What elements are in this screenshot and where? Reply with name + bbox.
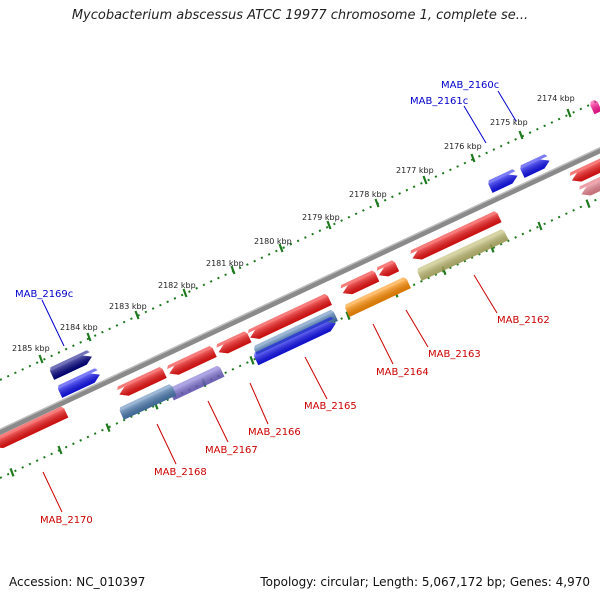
gene-block-MAB_2165-blue[interactable] [253, 316, 338, 366]
gene-leader-line [207, 400, 229, 443]
gene-block-MAB_2168[interactable] [116, 366, 167, 399]
accession-text: Accession: NC_010397 [9, 575, 146, 589]
inner-tick-mark [585, 199, 591, 208]
gene-block-MAB_2167[interactable] [166, 345, 217, 378]
gene-label-MAB_2164[interactable]: MAB_2164 [376, 367, 429, 378]
kbp-tick-label: 2184 kbp [60, 323, 98, 332]
gene-block-MAB_2164[interactable] [339, 270, 380, 298]
gene-block-MAB_2169c-part[interactable] [57, 367, 102, 398]
inner-tick-mark [249, 356, 255, 365]
gene-label-MAB_2170[interactable]: MAB_2170 [40, 515, 93, 526]
kbp-tick-mark [278, 243, 284, 253]
gene-label-MAB_2168[interactable]: MAB_2168 [154, 467, 207, 478]
inner-tick-mark [9, 468, 15, 477]
kbp-tick-label: 2174 kbp [537, 94, 575, 103]
kbp-tick-label: 2179 kbp [302, 213, 340, 222]
inner-tick-mark [345, 311, 351, 320]
backbone-highlight [0, 146, 600, 431]
gene-block-MAB_2160c[interactable] [487, 168, 520, 193]
gene-leader-line [463, 105, 487, 144]
gene-leader-line [372, 323, 394, 365]
inner-tick-mark [57, 445, 63, 455]
gene-block-MAB_2163[interactable] [376, 260, 400, 280]
map-title: Mycobacterium abscessus ATCC 19977 chrom… [71, 8, 529, 23]
kbp-tick-mark [326, 220, 332, 230]
gene-block-MAB_2164-orange[interactable] [344, 276, 411, 317]
kbp-tick-label: 2176 kbp [444, 142, 482, 151]
kbp-tick-label: 2185 kbp [12, 344, 50, 353]
kbp-tick-label: 2180 kbp [254, 237, 292, 246]
gene-leader-line [473, 274, 498, 314]
kbp-tick-label: 2178 kbp [349, 190, 387, 199]
backbone-line [0, 147, 600, 436]
kbp-tick-mark [134, 310, 140, 320]
kbp-tick-mark [182, 288, 188, 298]
gene-leader-line [405, 309, 429, 348]
gene-label-MAB_2162[interactable]: MAB_2162 [497, 315, 550, 326]
kbp-tick-mark [86, 332, 92, 342]
gene-block-MAB_2167-purple[interactable] [168, 365, 225, 401]
kbp-tick-mark [566, 108, 572, 118]
gene-block-MAB_2162-olive[interactable] [416, 228, 509, 281]
kbp-tick-label: 2177 kbp [396, 166, 434, 175]
gene-label-MAB_2165[interactable]: MAB_2165 [304, 401, 357, 412]
kbp-tick-label: 2175 kbp [490, 118, 528, 127]
gene-label-MAB_2167[interactable]: MAB_2167 [205, 445, 258, 456]
topology-summary-text: Topology: circular; Length: 5,067,172 bp… [260, 575, 590, 589]
gene-leader-line [304, 356, 328, 400]
gene-label-MAB_2166[interactable]: MAB_2166 [248, 427, 301, 438]
gene-label-MAB_2169c[interactable]: MAB_2169c [15, 289, 73, 300]
kbp-tick-label: 2181 kbp [206, 259, 244, 268]
inner-tick-mark [537, 221, 543, 231]
inner-tick-mark [105, 423, 111, 432]
gene-leader-line [42, 471, 63, 513]
gene-block-MAB_2162[interactable] [409, 210, 502, 263]
gene-leader-line [249, 382, 269, 425]
gene-block-edge-pink[interactable] [589, 99, 600, 115]
gene-block-MAB_2160c-part[interactable] [519, 153, 552, 178]
kbp-tick-label: 2183 kbp [109, 302, 147, 311]
kbp-tick-mark [38, 354, 44, 364]
gene-leader-line [156, 423, 177, 465]
gene-block-MAB_2165[interactable] [247, 293, 332, 342]
gene-leader-line [41, 299, 65, 347]
gene-label-MAB_2161c[interactable]: MAB_2161c [410, 96, 468, 107]
gene-block-MAB_2169c[interactable] [49, 349, 94, 380]
kbp-tick-mark [422, 175, 428, 185]
gene-block-edge-red[interactable] [568, 156, 600, 185]
gene-leader-line [497, 90, 517, 122]
gene-label-MAB_2160c[interactable]: MAB_2160c [441, 80, 499, 91]
gene-label-MAB_2163[interactable]: MAB_2163 [428, 349, 481, 360]
kbp-tick-mark [230, 265, 236, 275]
kbp-tick-label: 2182 kbp [158, 281, 196, 290]
gene-block-MAB_2168-steel[interactable] [118, 383, 177, 420]
kbp-tick-mark [374, 198, 380, 208]
kbp-tick-mark [518, 130, 524, 140]
gene-block-MAB_2166[interactable] [215, 331, 252, 357]
kbp-tick-mark [470, 153, 476, 163]
gene-block-MAB_2170[interactable] [0, 406, 69, 452]
